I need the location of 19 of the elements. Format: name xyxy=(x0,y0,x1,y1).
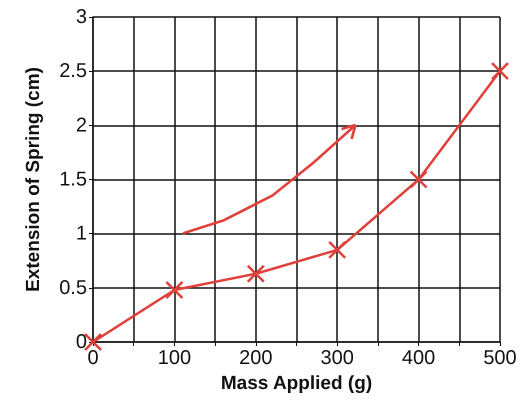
point xyxy=(246,264,266,283)
y-tick-label: 1 xyxy=(76,222,87,245)
y-tick-label: 2 xyxy=(76,114,87,136)
x-tick-label: 200 xyxy=(239,347,272,369)
x-tick-label: 300 xyxy=(320,347,354,369)
y-tick-label: 2.5 xyxy=(59,60,87,82)
x-tick-label: 100 xyxy=(158,347,192,369)
x-tick-label: 500 xyxy=(483,347,517,369)
point xyxy=(328,240,346,260)
y-tick-label: 0 xyxy=(76,331,87,353)
x-axis-title: Mass Applied (g) xyxy=(220,373,372,394)
point xyxy=(165,280,184,300)
point xyxy=(490,62,510,80)
y-tick-label: 0.5 xyxy=(59,276,87,299)
x-tick-label: 400 xyxy=(402,347,436,369)
point xyxy=(409,170,428,189)
y-tick-label: 1.5 xyxy=(59,168,87,190)
y-tick-label: 3 xyxy=(76,6,87,28)
y-axis-title: Extension of Spring (cm) xyxy=(23,67,44,292)
